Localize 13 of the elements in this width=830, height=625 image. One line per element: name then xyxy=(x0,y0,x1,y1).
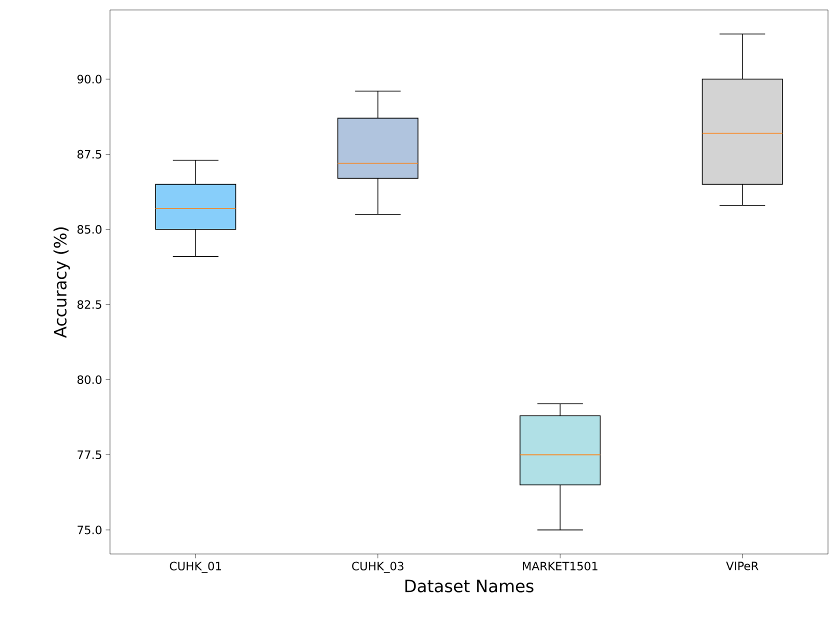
y-tick-label: 80.0 xyxy=(78,375,102,384)
y-tick-label: 90.0 xyxy=(77,74,102,84)
y-tick-label: 77.5 xyxy=(78,450,102,460)
y-tick-label: 75.0 xyxy=(78,526,102,534)
x-axis-title: Dataset Names xyxy=(405,580,534,592)
y-tick-label: 82.5 xyxy=(78,300,102,309)
y-tick-label: 87.5 xyxy=(78,150,102,159)
x-tick-label: CUHK_03 xyxy=(352,562,404,573)
x-tick-label: VIPeR xyxy=(726,562,758,570)
y-axis-title: Accuracy (%) xyxy=(54,227,70,338)
x-tick-label: CUHK_01 xyxy=(170,562,222,573)
x-tick-label: MARKET1501 xyxy=(522,562,598,570)
y-tick-label: 85.0 xyxy=(78,225,102,234)
